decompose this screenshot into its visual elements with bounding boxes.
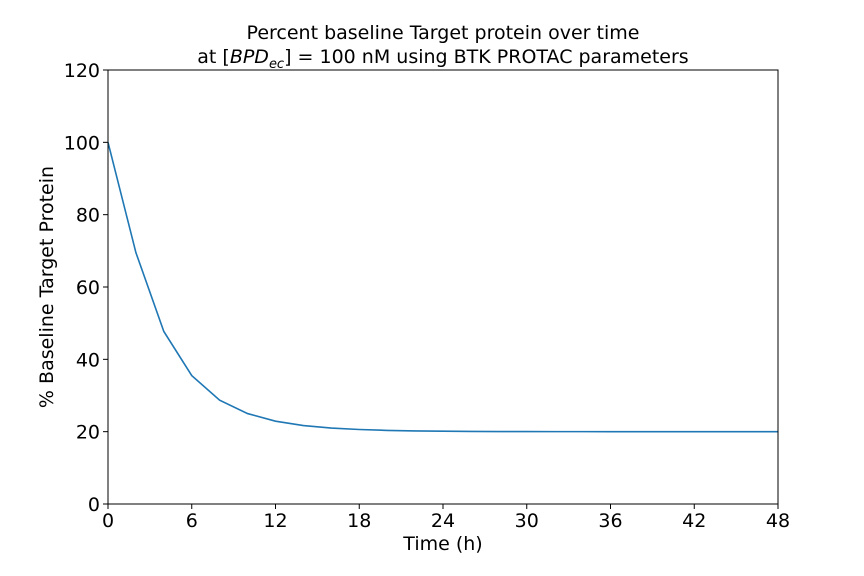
y-tick-label: 60 [76,277,100,299]
chart-title-prefix: at [ [197,46,230,68]
x-tick-label: 48 [766,510,790,532]
x-tick-label: 24 [431,510,455,532]
y-tick-label: 80 [76,205,100,227]
y-axis-label: % Baseline Target Protein [36,166,58,408]
chart-title-line2: at [BPDec] = 100 nM using BTK PROTAC par… [197,46,688,72]
chart-title-line1: Percent baseline Target protein over tim… [247,22,640,44]
plot-frame [107,69,779,505]
series-line [107,142,778,433]
chart-title-sub: ec [269,57,284,72]
x-tick-label: 36 [598,510,622,532]
y-tick-label: 40 [76,349,100,371]
x-tick-label: 6 [186,510,198,532]
chart-title-var: BPD [230,46,269,68]
chart-title-suffix: ] = 100 nM using BTK PROTAC parameters [284,46,689,68]
y-tick-label: 20 [76,422,100,444]
x-tick-label: 18 [347,510,371,532]
x-tick-label: 12 [263,510,287,532]
y-tick-label: 100 [64,132,100,154]
x-tick-label: 0 [102,510,114,532]
tick-group: 0 6 12 18 24 30 36 42 48 0 20 40 60 80 100 120 [64,60,790,532]
x-tick-label: 42 [682,510,706,532]
x-tick-label: 30 [515,510,539,532]
y-tick-label: 0 [88,494,100,516]
x-axis-label: Time (h) [402,533,482,555]
y-tick-label: 120 [64,60,100,82]
